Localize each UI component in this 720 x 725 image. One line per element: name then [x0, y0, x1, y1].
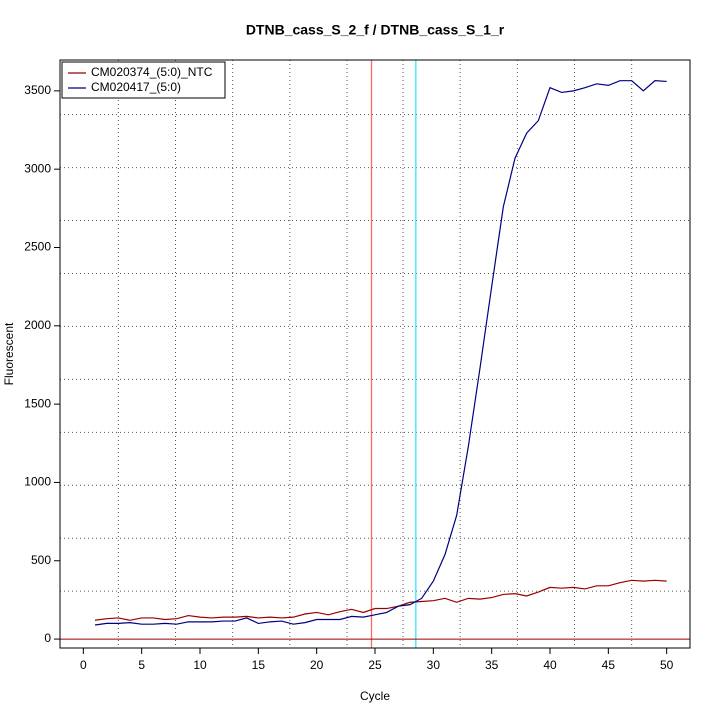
- x-tick-label: 5: [138, 658, 145, 672]
- x-tick-label: 45: [602, 658, 616, 672]
- x-tick-label: 50: [660, 658, 674, 672]
- x-tick-label: 10: [193, 658, 207, 672]
- y-tick-label: 2500: [24, 240, 51, 254]
- legend-box: [61, 61, 226, 99]
- x-axis-label: Cycle: [360, 689, 390, 703]
- x-tick-label: 0: [80, 658, 87, 672]
- y-axis-label: Fluorescent: [2, 322, 16, 385]
- y-tick-label: 2000: [24, 318, 51, 332]
- x-tick-label: 30: [427, 658, 441, 672]
- series-line: [94, 579, 667, 621]
- y-tick-label: 500: [31, 553, 51, 567]
- y-tick-label: 3000: [24, 161, 51, 175]
- x-tick-label: 35: [485, 658, 499, 672]
- x-tick-label: 15: [252, 658, 266, 672]
- y-tick-label: 1500: [24, 396, 51, 410]
- x-tick-label: 25: [368, 658, 382, 672]
- y-tick-label: 3500: [24, 83, 51, 97]
- y-tick-label: 0: [44, 631, 51, 645]
- plot-border: [59, 59, 691, 649]
- x-tick-label: 40: [543, 658, 557, 672]
- series-line: [94, 80, 667, 626]
- x-tick-label: 20: [310, 658, 324, 672]
- chart-title: DTNB_cass_S_2_f / DTNB_cass_S_1_r: [246, 22, 505, 38]
- legend-label: CM020417_(5:0): [91, 80, 181, 94]
- legend-label: CM020374_(5:0)_NTC: [91, 65, 213, 79]
- y-tick-label: 1000: [24, 475, 51, 489]
